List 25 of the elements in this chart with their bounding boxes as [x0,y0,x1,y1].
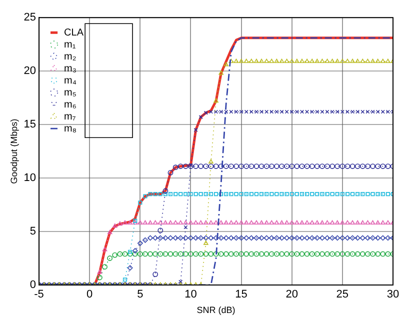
legend-label: m₂ [64,51,76,62]
y-tick-label: 0 [30,279,36,292]
x-tick-label: 30 [386,288,400,301]
legend-label: m₅ [64,87,76,98]
x-tick-label: 15 [235,288,248,301]
legend-label: m₄ [64,75,76,86]
legend-label: m₃ [64,63,76,74]
legend-label: m₁ [64,39,76,50]
legend-label: m₇ [64,111,76,122]
x-tick-label: 0 [86,288,93,301]
legend-label: CLA [64,27,84,38]
x-tick-label: -5 [34,288,44,301]
y-tick-label: 5 [30,226,36,238]
x-axis-title: SNR (dB) [196,305,236,316]
y-tick-label: 10 [24,172,36,184]
y-tick-label: 15 [24,118,36,131]
x-tick-label: 5 [137,288,144,301]
y-tick-label: 25 [24,12,36,24]
y-tick-label: 20 [24,65,36,78]
legend-label: m₈ [64,123,77,134]
y-axis-title: Goodput (Mbps) [8,118,19,184]
legend-label: m₆ [64,99,76,110]
x-tick-label: 20 [286,288,298,301]
x-tick-label: 25 [336,288,349,301]
x-tick-label: 10 [184,288,197,301]
